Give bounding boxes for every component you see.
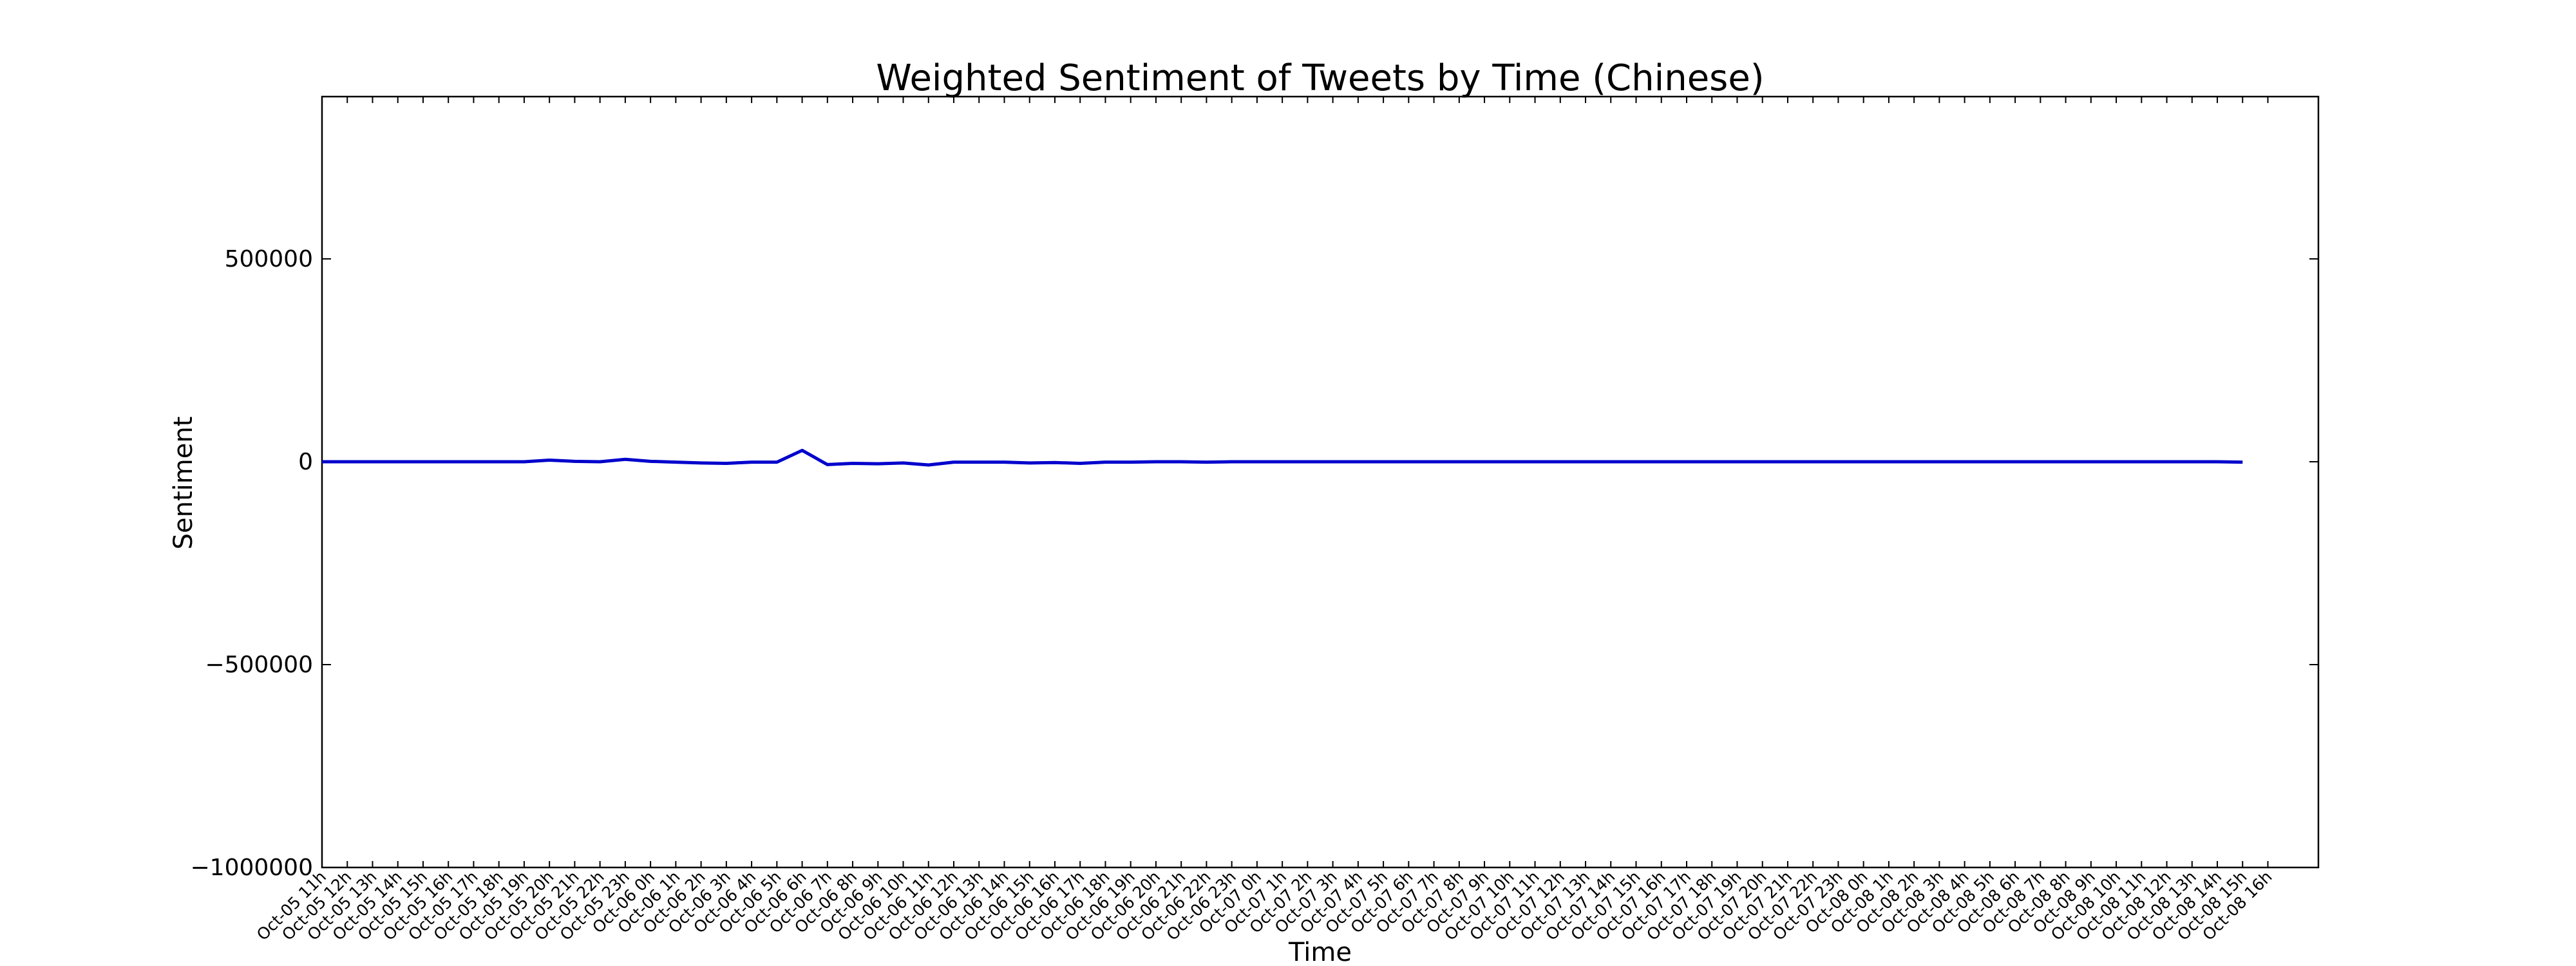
- plot-frame: [321, 95, 2320, 869]
- chart-title: Weighted Sentiment of Tweets by Time (Ch…: [876, 57, 1764, 99]
- y-tick-label: 500000: [225, 246, 313, 272]
- data-line: [322, 448, 2243, 467]
- y-axis-label: Sentiment: [169, 417, 198, 550]
- y-tick-label: −1000000: [191, 855, 314, 881]
- y-tick-label: −500000: [205, 652, 313, 678]
- y-tick-label: 0: [298, 449, 313, 475]
- x-axis-label: Time: [1288, 938, 1352, 966]
